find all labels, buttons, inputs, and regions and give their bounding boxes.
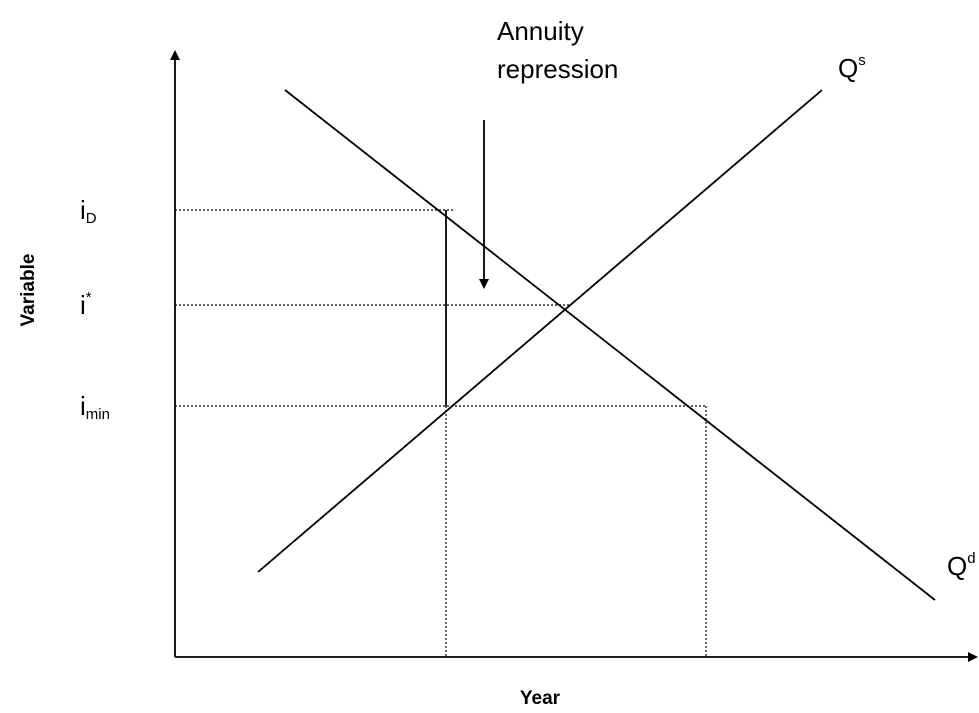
curve-symbol: Q <box>947 551 967 581</box>
demand-curve <box>284 89 936 601</box>
supply-curve <box>257 89 823 573</box>
curve-superscript: s <box>858 52 866 69</box>
level-symbol: i <box>80 391 86 421</box>
level-label: i* <box>80 289 92 320</box>
level-symbol: i <box>80 290 86 320</box>
annotation-text: Annuity <box>497 16 584 46</box>
level-symbol: i <box>80 195 86 225</box>
curve-label: Qd <box>947 550 976 581</box>
level-label: imin <box>80 391 110 423</box>
level-label: iD <box>80 195 97 227</box>
level-subscript: min <box>86 406 110 423</box>
curve-symbol: Q <box>838 53 858 83</box>
curve-superscript: d <box>967 550 975 567</box>
curve-label: Qs <box>838 52 866 83</box>
level-superscript: * <box>86 289 92 306</box>
level-subscript: D <box>86 210 97 227</box>
annotation-text: repression <box>497 54 618 84</box>
y-axis-label: Variable <box>18 254 39 327</box>
x-axis-label: Year <box>520 688 561 709</box>
